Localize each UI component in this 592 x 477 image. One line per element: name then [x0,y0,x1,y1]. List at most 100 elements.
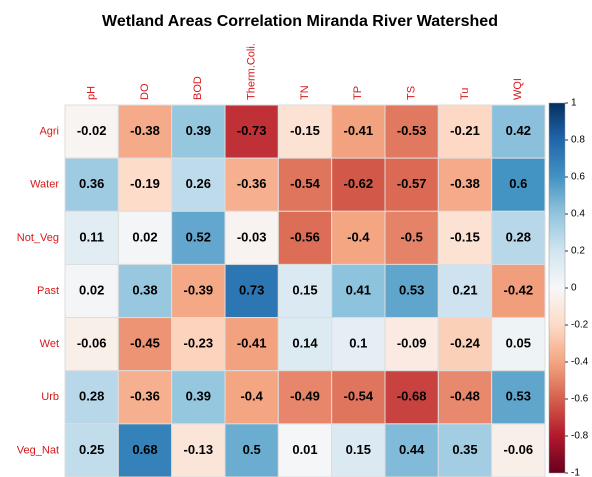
cell-label: -0.36 [130,389,160,404]
column-label: TS [406,86,418,100]
cell-label: -0.73 [237,123,267,138]
heatmap-cell [491,263,546,319]
row-label: Wet [40,338,59,350]
cell-label: -0.23 [184,336,214,351]
cell-label: -0.48 [450,389,480,404]
cell-label: 0.28 [506,229,531,244]
cell-label: -0.13 [184,442,214,457]
cell-label: -0.56 [290,229,320,244]
cell-label: -0.45 [130,336,160,351]
column-label: TP [352,86,364,100]
cell-label: 0.36 [79,176,104,191]
heatmap-cell [384,317,439,372]
cell-label: -0.09 [397,336,427,351]
colorbar-tick-label: -1 [571,468,580,477]
cell-label: -0.41 [344,123,374,138]
colorbar-tick-label: -0.2 [571,320,589,331]
cell-label: -0.15 [450,229,480,244]
cell-label: -0.49 [290,389,320,404]
cell-label: 0.42 [506,123,531,138]
colorbar-tick-label: 0.4 [571,209,585,220]
heatmap-cell [224,370,279,425]
cell-label: 0.73 [239,282,264,297]
cell-label: 0.6 [509,176,527,191]
cell-label: -0.21 [450,123,480,138]
heatmap-cell [171,104,226,159]
cell-label: -0.4 [347,229,370,244]
cell-label: -0.15 [290,123,320,138]
colorbar-tick-label: -0.8 [571,431,589,442]
cell-label: 0.39 [186,123,211,138]
cell-label: -0.42 [504,282,534,297]
cell-label: 0.26 [186,176,211,191]
heatmap-cell [64,104,119,159]
column-label: WQI [512,78,524,100]
cell-label: -0.38 [130,123,160,138]
colorbar-tick-label: -0.6 [571,394,589,405]
heatmap-cell [224,423,279,477]
cell-label: 0.02 [79,282,104,297]
heatmap-cell [64,210,119,265]
heatmap-cell [117,104,173,159]
heatmap-cell [224,263,279,319]
cell-label: 0.02 [132,229,157,244]
heatmap-cell [277,210,333,265]
cell-label: -0.24 [450,336,480,351]
column-label: pH [86,86,98,100]
heatmap-cell [64,157,119,212]
heatmap-cell [491,370,546,425]
heatmap-cell [384,423,439,477]
heatmap-cell [384,157,439,212]
heatmap-cell [64,370,119,425]
cell-label: 0.68 [132,442,157,457]
heatmap-cell [437,370,493,425]
cell-label: -0.5 [400,229,422,244]
cell-label: 0.14 [292,336,318,351]
cell-label: -0.54 [290,176,320,191]
heatmap-cell [64,423,119,477]
heatmap-cell [171,317,226,372]
heatmap-cell [171,210,226,265]
cell-label: 0.15 [292,282,317,297]
cell-label: -0.36 [237,176,267,191]
colorbar-tick-label: 0.6 [571,172,585,183]
cell-label: 0.21 [452,282,477,297]
heatmap-cell [171,423,226,477]
column-label: BOD [192,76,204,100]
chart-title: Wetland Areas Correlation Miranda River … [102,13,498,30]
cell-label: -0.19 [130,176,160,191]
heatmap-cell [64,263,119,319]
cell-label: -0.54 [344,389,374,404]
cell-label: -0.57 [397,176,427,191]
heatmap-cell [437,104,493,159]
heatmap-cell [437,157,493,212]
colorbar-tick-label: -0.4 [571,357,589,368]
cell-label: -0.02 [77,123,107,138]
cell-label: -0.06 [504,442,534,457]
cell-label: 0.53 [399,282,424,297]
row-label: Veg_Nat [17,444,59,456]
column-label: Tu [459,88,471,100]
heatmap-cell [331,370,386,425]
heatmap-cell [117,210,173,265]
heatmap-cell [437,423,493,477]
cell-label: 0.28 [79,389,104,404]
row-label: Water [30,179,59,191]
colorbar-tick-label: 1 [571,98,577,109]
heatmap-cell [277,370,333,425]
heatmap-cell [224,210,279,265]
heatmap-cell [491,423,546,477]
cell-label: 0.1 [349,336,367,351]
cell-label: -0.4 [240,389,263,404]
cell-label: 0.39 [186,389,211,404]
row-label: Agri [39,125,59,137]
column-label: Therm.Coli. [246,43,258,100]
heatmap-cell [491,157,546,212]
cell-label: -0.06 [77,336,107,351]
row-label: Urb [41,391,59,403]
row-label: Not_Veg [17,232,59,244]
cell-label: -0.53 [397,123,427,138]
cell-label: -0.62 [344,176,374,191]
